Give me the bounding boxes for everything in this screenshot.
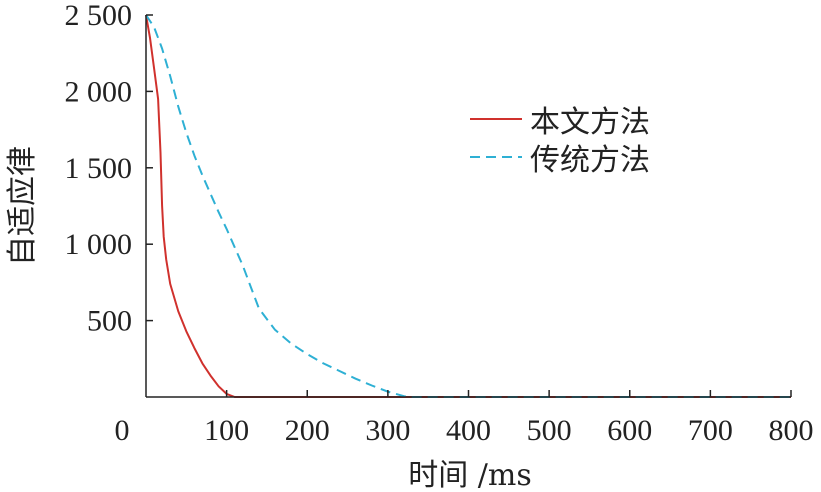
legend-label-series-1: 本文方法	[530, 105, 650, 140]
x-tick-label: 800	[769, 414, 814, 447]
y-tick-label: 2 500	[65, 0, 133, 32]
legend-label-series-2: 传统方法	[530, 143, 650, 178]
y-ticks: 500 1 000 1 500 2 000 2 500	[65, 0, 153, 338]
x-tick-label: 300	[365, 414, 410, 447]
y-tick-label: 1 000	[65, 228, 133, 261]
x-tick-label: 700	[688, 414, 733, 447]
x-axis-title: 时间 /ms	[408, 458, 532, 492]
x-tick-label: 500	[527, 414, 572, 447]
series-line-2	[145, 14, 791, 398]
x-ticks: 0 100 200 300 400 500 600 700 800	[115, 390, 814, 447]
x-tick-label: 600	[607, 414, 652, 447]
plot-lines	[145, 14, 791, 398]
x-tick-label: 400	[446, 414, 491, 447]
x-tick-label: 200	[285, 414, 330, 447]
y-tick-label: 2 000	[65, 75, 133, 108]
y-tick-label: 1 500	[65, 152, 133, 185]
axes	[145, 15, 791, 398]
y-axis-title: 自适应律	[5, 146, 40, 266]
legend: 本文方法 传统方法	[470, 105, 650, 178]
x-tick-label: 100	[204, 414, 249, 447]
x-tick-label: 0	[115, 414, 130, 447]
series-line-1	[145, 14, 791, 398]
y-tick-label: 500	[87, 305, 132, 338]
